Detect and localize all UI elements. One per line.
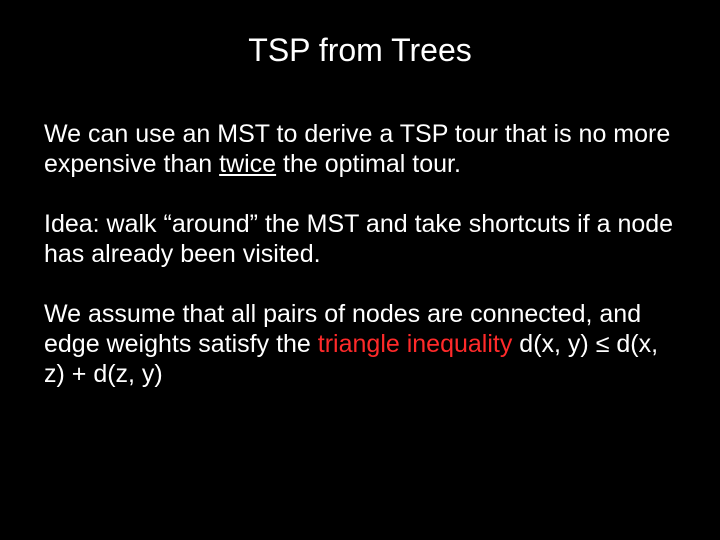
slide-title: TSP from Trees [0, 0, 720, 89]
leq-symbol: ≤ [596, 330, 610, 358]
slide: TSP from Trees We can use an MST to deri… [0, 0, 720, 540]
paragraph-1: We can use an MST to derive a TSP tour t… [44, 119, 676, 179]
para1-text-b: the optimal tour. [276, 150, 461, 178]
slide-body: We can use an MST to derive a TSP tour t… [0, 119, 720, 389]
paragraph-3: We assume that all pairs of nodes are co… [44, 299, 676, 389]
para1-underline-twice: twice [219, 150, 276, 178]
para3-text-b: d(x, y) [512, 330, 595, 358]
para3-accent-triangle-inequality: triangle inequality [318, 330, 513, 358]
paragraph-2: Idea: walk “around” the MST and take sho… [44, 209, 676, 269]
